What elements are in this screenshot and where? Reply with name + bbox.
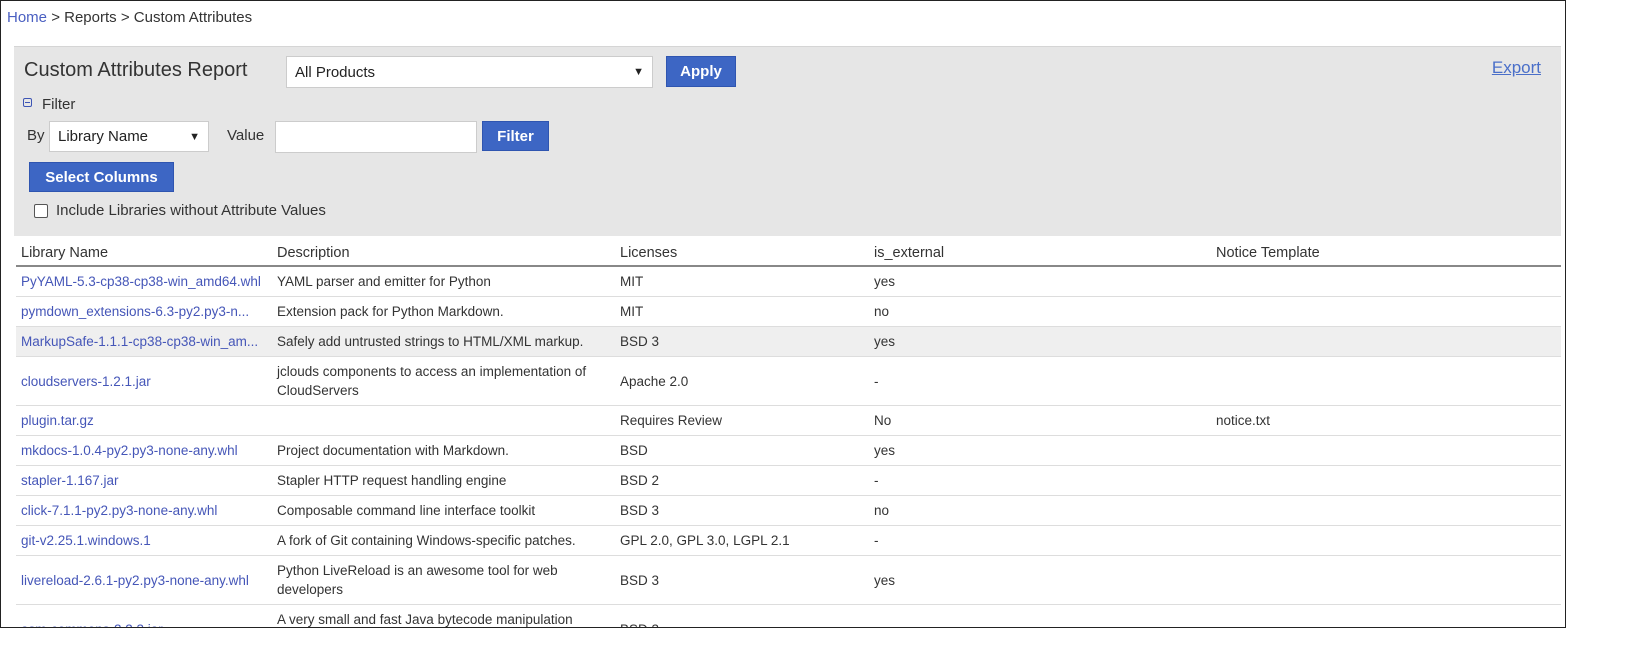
- filter-button[interactable]: Filter: [482, 121, 549, 151]
- licenses-cell: BSD 3: [615, 604, 869, 627]
- notice-template-cell: [1211, 604, 1561, 627]
- licenses-cell: BSD: [615, 435, 869, 466]
- notice-template-cell: notice.txt: [1211, 405, 1561, 436]
- description-cell: Project documentation with Markdown.: [272, 435, 615, 466]
- column-header-description[interactable]: Description: [272, 241, 615, 267]
- chevron-down-icon: ▼: [633, 66, 644, 78]
- licenses-cell: Requires Review: [615, 405, 869, 436]
- library-name-link[interactable]: stapler-1.167.jar: [16, 465, 272, 496]
- select-columns-button[interactable]: Select Columns: [29, 162, 174, 192]
- table-row: asm-commons-2.2.3.jarA very small and fa…: [16, 604, 1561, 627]
- is-external-cell: no: [869, 296, 1211, 327]
- table-row: cloudservers-1.2.1.jar jclouds components…: [16, 356, 1561, 406]
- breadcrumb-home[interactable]: Home: [7, 9, 48, 26]
- is-external-cell: -: [869, 356, 1211, 406]
- library-name-link[interactable]: click-7.1.1-py2.py3-none-any.whl: [16, 495, 272, 526]
- library-name-link[interactable]: MarkupSafe-1.1.1-cp38-cp38-win_am...: [16, 326, 272, 357]
- description-cell: A fork of Git containing Windows-specifi…: [272, 525, 615, 556]
- page-title: Custom Attributes Report: [24, 59, 248, 81]
- column-header-is-external[interactable]: is_external: [869, 241, 1211, 267]
- notice-template-cell: [1211, 465, 1561, 496]
- include-libraries-label[interactable]: Include Libraries without Attribute Valu…: [56, 202, 326, 219]
- description-cell: [272, 405, 615, 436]
- value-label: Value: [227, 127, 265, 144]
- breadcrumb-reports: Reports: [64, 9, 117, 26]
- licenses-cell: Apache 2.0: [615, 356, 869, 406]
- breadcrumb-separator: >: [120, 9, 130, 26]
- notice-template-cell: [1211, 525, 1561, 556]
- licenses-cell: MIT: [615, 266, 869, 297]
- breadcrumb: Home > Reports > Custom Attributes: [7, 9, 252, 26]
- description-cell: Extension pack for Python Markdown.: [272, 296, 615, 327]
- breadcrumb-separator: >: [51, 9, 60, 26]
- is-external-cell: No: [869, 405, 1211, 436]
- table-row: livereload-2.6.1-py2.py3-none-any.whl Pyt…: [16, 555, 1561, 605]
- licenses-cell: BSD 3: [615, 326, 869, 357]
- filter-toggle[interactable]: Filter: [42, 96, 76, 113]
- table-row: stapler-1.167.jar Stapler HTTP request ha…: [16, 465, 1561, 496]
- licenses-cell: GPL 2.0, GPL 3.0, LGPL 2.1: [615, 525, 869, 556]
- notice-template-cell: [1211, 555, 1561, 605]
- library-name-link[interactable]: mkdocs-1.0.4-py2.py3-none-any.whl: [16, 435, 272, 466]
- is-external-cell: yes: [869, 266, 1211, 297]
- table-row: MarkupSafe-1.1.1-cp38-cp38-win_am... Safe…: [16, 326, 1561, 357]
- is-external-cell: no: [869, 495, 1211, 526]
- notice-template-cell: [1211, 266, 1561, 297]
- description-cell: Stapler HTTP request handling engine: [272, 465, 615, 496]
- product-select-value: All Products: [295, 63, 376, 81]
- attributes-table: Library Name Description Licenses is_ext…: [16, 241, 1561, 627]
- notice-template-cell: [1211, 495, 1561, 526]
- table-row: click-7.1.1-py2.py3-none-any.whl Composab…: [16, 495, 1561, 526]
- column-header-licenses[interactable]: Licenses: [615, 241, 869, 267]
- table-row: mkdocs-1.0.4-py2.py3-none-any.whl Project…: [16, 435, 1561, 466]
- table-row: PyYAML-5.3-cp38-cp38-win_amd64.whl YAML p…: [16, 266, 1561, 297]
- collapse-minus-icon[interactable]: [23, 98, 32, 107]
- description-cell: A very small and fast Java bytecode mani…: [272, 604, 615, 627]
- report-controls-panel: Custom Attributes Report All Products ▼ …: [14, 46, 1561, 236]
- chevron-down-icon: ▼: [189, 130, 200, 143]
- column-header-library-name[interactable]: Library Name: [16, 241, 272, 267]
- is-external-cell: -: [869, 525, 1211, 556]
- is-external-cell: yes: [869, 555, 1211, 605]
- notice-template-cell: [1211, 326, 1561, 357]
- notice-template-cell: [1211, 435, 1561, 466]
- table-row: plugin.tar.gz Requires Review No notice.txt: [16, 405, 1561, 436]
- product-select[interactable]: All Products ▼: [286, 56, 653, 88]
- library-name-link[interactable]: asm-commons-2.2.3.jar: [16, 604, 272, 627]
- description-cell: Composable command line interface toolki…: [272, 495, 615, 526]
- library-name-link[interactable]: pymdown_extensions-6.3-py2.py3-n...: [16, 296, 272, 327]
- library-name-link[interactable]: PyYAML-5.3-cp38-cp38-win_amd64.whl: [16, 266, 272, 297]
- notice-template-cell: [1211, 296, 1561, 327]
- breadcrumb-current: Custom Attributes: [133, 9, 253, 26]
- apply-button[interactable]: Apply: [666, 56, 736, 87]
- page: Home > Reports > Custom Attributes Custo…: [0, 0, 1566, 628]
- filter-value-input[interactable]: [275, 121, 477, 153]
- description-cell: Safely add untrusted strings to HTML/XML…: [272, 326, 615, 357]
- library-name-link[interactable]: git-v2.25.1.windows.1: [16, 525, 272, 556]
- description-cell: jclouds components to access an implemen…: [272, 356, 615, 406]
- is-external-cell: yes: [869, 435, 1211, 466]
- description-cell: YAML parser and emitter for Python: [272, 266, 615, 297]
- table-row: pymdown_extensions-6.3-py2.py3-n... Exten…: [16, 296, 1561, 327]
- is-external-cell: -: [869, 604, 1211, 627]
- library-name-link[interactable]: cloudservers-1.2.1.jar: [16, 356, 272, 406]
- filter-by-value: Library Name: [58, 128, 149, 145]
- filter-by-select[interactable]: Library Name ▼: [49, 121, 209, 152]
- licenses-cell: BSD 3: [615, 495, 869, 526]
- include-libraries-checkbox[interactable]: [34, 204, 48, 218]
- notice-template-cell: [1211, 356, 1561, 406]
- by-label: By: [27, 127, 45, 144]
- licenses-cell: MIT: [615, 296, 869, 327]
- export-link[interactable]: Export: [1491, 58, 1541, 77]
- is-external-cell: -: [869, 465, 1211, 496]
- library-name-link[interactable]: plugin.tar.gz: [16, 405, 272, 436]
- licenses-cell: BSD 3: [615, 555, 869, 605]
- is-external-cell: yes: [869, 326, 1211, 357]
- licenses-cell: BSD 2: [615, 465, 869, 496]
- library-name-link[interactable]: livereload-2.6.1-py2.py3-none-any.whl: [16, 555, 272, 605]
- column-header-notice-template[interactable]: Notice Template: [1211, 241, 1561, 267]
- table-row: git-v2.25.1.windows.1 A fork of Git conta…: [16, 525, 1561, 556]
- description-cell: Python LiveReload is an awesome tool for…: [272, 555, 615, 605]
